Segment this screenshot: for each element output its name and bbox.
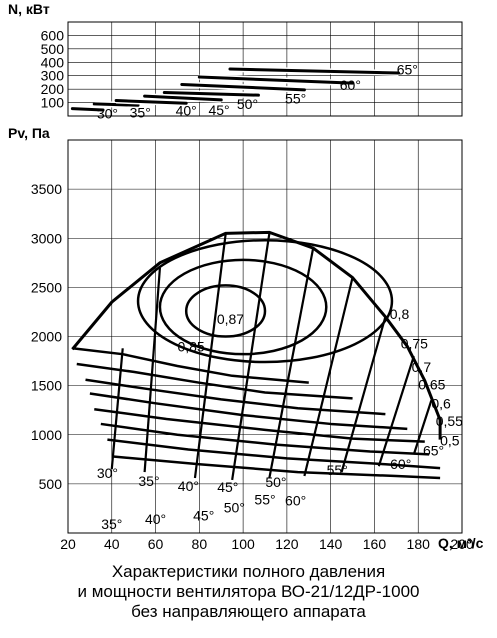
power-tick-label: 500	[41, 41, 65, 57]
flow-tick-label: 100	[231, 536, 255, 552]
efficiency-label: 0,87	[217, 311, 244, 327]
flow-tick-label: 120	[275, 536, 299, 552]
blade-angle-curve	[94, 407, 425, 443]
chart-caption: Характеристики полного давления и мощнос…	[0, 562, 497, 622]
radial-line	[268, 247, 315, 479]
blade-angle-curve	[76, 362, 353, 400]
efficiency-label: 0,7	[412, 359, 432, 375]
blade-angle-label: 35°	[138, 473, 159, 489]
blade-angle-label: 50°	[265, 474, 286, 490]
blade-angle-label: 45°	[217, 479, 238, 495]
power-tick-label: 600	[41, 27, 65, 43]
power-curve-label: 40°	[176, 103, 197, 119]
efficiency-contour	[158, 258, 328, 356]
blade-angle-curve	[72, 347, 309, 384]
power-curve-label: 65°	[397, 62, 418, 78]
blade-angle-label: 40°	[178, 478, 199, 494]
pressure-tick-label: 1500	[31, 378, 62, 394]
flow-tick-label: 60	[148, 536, 164, 552]
power-curve	[114, 99, 188, 105]
power-curve-label: 60°	[340, 77, 361, 93]
radial-line	[110, 348, 124, 470]
lower-angle-label: 55°	[254, 492, 275, 508]
radial-line	[231, 233, 271, 481]
radial-line	[143, 267, 162, 473]
pressure-tick-label: 3500	[31, 181, 62, 197]
radial-line	[340, 316, 387, 473]
power-tick-label: 300	[41, 68, 65, 84]
power-tick-label: 100	[41, 95, 65, 111]
power-curve	[180, 82, 306, 92]
flow-tick-label: 200	[450, 536, 474, 552]
efficiency-label: 0,55	[436, 413, 463, 429]
pressure-panel: 20 40 60 80 100 120 140 160 180 200 500 1000 1500 200…	[31, 139, 474, 552]
blade-angle-curve	[85, 378, 386, 416]
blade-angle-label: 60°	[390, 456, 411, 472]
pressure-axis-label: Pv, Па	[8, 125, 50, 141]
power-tick-label: 200	[41, 81, 65, 97]
efficiency-label: 0,85	[177, 338, 204, 354]
lower-angle-label: 35°	[101, 516, 122, 532]
pressure-tick-label: 2500	[31, 279, 62, 295]
blade-angle-curve	[89, 392, 408, 431]
flow-tick-label: 20	[60, 536, 76, 552]
power-curve	[92, 102, 140, 107]
pressure-tick-label: 500	[39, 476, 63, 492]
power-curve	[70, 107, 105, 112]
efficiency-label: 0,6	[431, 395, 451, 411]
power-tick-label: 400	[41, 54, 65, 70]
power-curve	[162, 91, 260, 97]
radial-line	[303, 277, 354, 477]
blade-angle-curve	[111, 455, 441, 480]
lower-angle-label: 60°	[285, 493, 306, 509]
power-curve-label: 50°	[237, 96, 258, 112]
blade-angle-label: 65°	[423, 442, 444, 458]
power-plot-frame	[67, 21, 463, 117]
pressure-tick-label: 1000	[31, 427, 62, 443]
power-curve	[197, 75, 355, 85]
caption-line-2: и мощности вентилятора ВО-21/12ДР-1000	[77, 582, 420, 601]
efficiency-label: 0,5	[440, 433, 460, 449]
flow-tick-label: 40	[104, 536, 120, 552]
power-axis-label: N, кВт	[8, 1, 50, 17]
efficiency-contour	[136, 238, 394, 364]
pressure-tick-label: 3000	[31, 230, 62, 246]
power-curve-label: 30°	[97, 105, 118, 121]
flow-tick-label: 80	[192, 536, 208, 552]
flow-tick-label: 180	[407, 536, 431, 552]
power-curve	[228, 67, 401, 75]
flow-axis-label: Q, м³/с	[438, 535, 484, 551]
power-curve-label: 35°	[130, 105, 151, 121]
power-curve	[143, 94, 223, 102]
radial-line	[412, 400, 433, 455]
flow-tick-label: 160	[363, 536, 387, 552]
caption-line-3: без направляющего аппарата	[131, 602, 366, 621]
lower-angle-label: 45°	[193, 507, 214, 523]
radial-line	[193, 234, 227, 479]
efficiency-contour	[184, 284, 267, 338]
efficiency-label: 0,8	[390, 306, 410, 322]
power-curve-label: 55°	[285, 91, 306, 107]
lower-angle-label: 40°	[145, 511, 166, 527]
power-curve-label: 45°	[208, 102, 229, 118]
flow-tick-label: 140	[319, 536, 343, 552]
lower-angle-label: 50°	[224, 499, 245, 515]
pressure-tick-label: 2000	[31, 329, 62, 345]
caption-line-1: Характеристики полного давления	[111, 562, 386, 581]
efficiency-label: 0,75	[401, 335, 428, 351]
blade-angle-curve	[107, 438, 441, 470]
blade-angle-label: 30°	[97, 465, 118, 481]
efficiency-envelope	[71, 230, 442, 440]
radial-line	[377, 355, 415, 467]
efficiency-label: 0,65	[418, 377, 445, 393]
